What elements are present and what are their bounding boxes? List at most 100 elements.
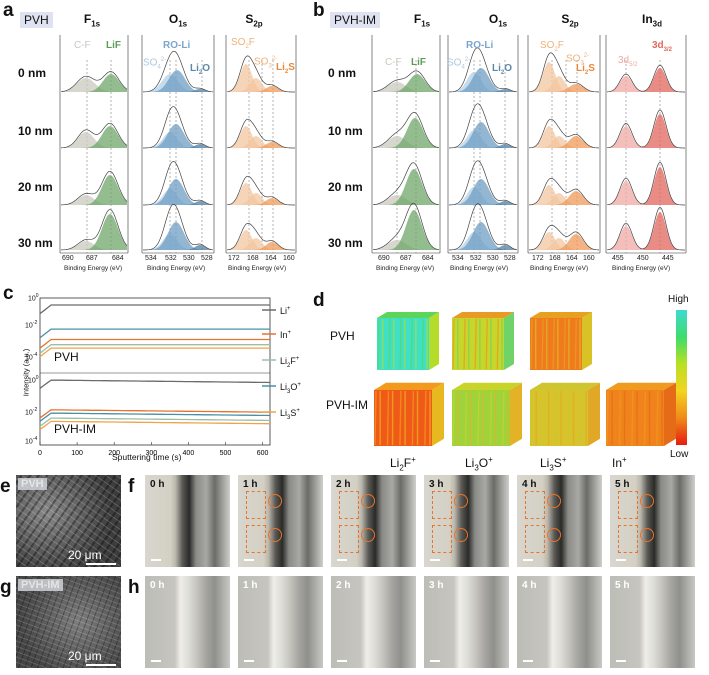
optical-pvh-highlight-box-1-1 [246, 525, 266, 553]
cube-col-li2f: Li2F+ [390, 455, 416, 473]
sample-tag-pvh: PVH [20, 12, 53, 28]
xps-a-peak-2-3-0 [227, 230, 295, 250]
cube-pvhim-0-side [432, 382, 444, 446]
cube-pvhim-1-streak-11 [498, 390, 502, 446]
xps-a-peak-2-0-1 [227, 78, 295, 92]
xps-a-peak-2-3-2 [227, 242, 295, 250]
cube-pvhim-2-streak-3 [542, 390, 546, 446]
xps-b-peak-2-2-0 [529, 185, 599, 205]
tick-s-168-b: 168 [549, 255, 561, 262]
cube-pvh-1-top [452, 312, 514, 318]
xps-b-envelope-3-2 [606, 161, 685, 206]
cube-pvhim-3-streak-5 [628, 390, 631, 446]
xps-b-peak-1-1-2 [449, 144, 517, 148]
legend-li3s: Li3S+ [280, 408, 300, 421]
optical-pvh-scalebar-0 [151, 559, 161, 561]
xps-a-peak-1-3-2 [143, 245, 213, 250]
xps-b-peak-2-1-2 [529, 136, 599, 148]
cube-pvhim-0-streak-2 [383, 390, 387, 446]
cube-pvhim-1-streak-0 [452, 390, 455, 446]
tof-series-1-4 [39, 420, 270, 431]
tof-series-1-1 [39, 409, 271, 419]
species-li2o-b: Li2O [492, 63, 513, 76]
xps-a-envelope-2-3 [226, 222, 295, 251]
xps-a-peak-0-0-1 [61, 74, 127, 92]
xps-b-peak-3-2-0 [607, 181, 685, 205]
cube-pvhim-2-streak-5 [552, 390, 555, 446]
optical-pvh-frame-0 [145, 475, 230, 567]
tick-in-445-b: 445 [662, 255, 674, 262]
cube-pvh-2-streak-0 [530, 318, 533, 370]
cube-pvhim-2-streak-2 [539, 390, 543, 446]
species-cf-b: C-F [385, 57, 402, 68]
cube-pvh-2-streak-6 [552, 318, 555, 370]
xps-b-peak-2-1-0 [529, 126, 599, 148]
cube-pvh-1-side [504, 312, 514, 370]
optical-pvhim-frame-2 [331, 576, 416, 668]
xps-a-peak-0-2-0 [61, 195, 127, 205]
sem-tag-pvh: PVH [18, 478, 47, 490]
cube-pvhim-0-streak-9 [411, 390, 415, 446]
optical-pvh-highlight-circle-5-1 [640, 528, 654, 542]
xps-a-envelope-1-0 [143, 50, 214, 93]
header-s2p-a: S2p [245, 12, 263, 29]
cube-pvh-2-top [530, 312, 592, 318]
xps-a-peak-0-3-1 [61, 214, 127, 250]
xps-a-peak-0-2-1 [61, 175, 127, 205]
optical-pvh-highlight-circle-4-1 [547, 528, 561, 542]
optical-pvhim-time-1: 1 h [243, 580, 258, 591]
cube-pvhim-2-front [530, 390, 588, 446]
species-in32-b: 3d3/2 [652, 40, 673, 53]
optical-pvh-scalebar-2 [337, 559, 347, 561]
cube-pvhim-2-streak-8 [564, 390, 567, 446]
tick-in-450-b: 450 [637, 255, 649, 262]
header-f1s-b: F1s [413, 12, 431, 29]
optical-pvhim-frame-3 [424, 576, 509, 668]
xps-b-peak-1-0-0 [449, 72, 517, 92]
xps-a-envelope-0-3 [61, 209, 128, 251]
xps-b-envelope-0-2 [372, 162, 440, 206]
tof-xtick-2: 200 [108, 450, 120, 457]
xps-b-peak-2-0-2 [529, 84, 599, 92]
species-li2s-a: Li2S [276, 62, 295, 75]
optical-pvh-scalebar-3 [430, 559, 440, 561]
cube-pvhim-3-streak-9 [643, 390, 647, 446]
cube-pvhim-0-streak-11 [420, 390, 424, 446]
cube-pvh-0-streak-2 [385, 318, 389, 370]
optical-pvhim-scalebar-2 [337, 660, 347, 662]
optical-pvhim-scalebar-3 [430, 660, 440, 662]
cube-pvhim-2-top [530, 382, 600, 390]
panel-label-c: c [3, 283, 14, 304]
depth-10-b: 10 nm [328, 124, 363, 138]
xps-b-peak-2-2-2 [529, 191, 599, 205]
cube-pvhim-1-streak-12 [502, 390, 505, 446]
cube-pvh-0-top [377, 312, 439, 318]
panel-label-b: b [313, 0, 325, 21]
colorbar [676, 310, 687, 445]
tick-s-172-b: 172 [532, 255, 544, 262]
optical-pvhim-scalebar-0 [151, 660, 161, 662]
xps-a-peak-2-3-1 [227, 238, 295, 250]
scalebar-e [86, 563, 116, 565]
tick-f-690-a: 690 [62, 255, 74, 262]
optical-pvhim-frame-5 [610, 576, 695, 668]
xlabel-o-a: Binding Energy (eV) [147, 265, 206, 272]
tof-ytick-top-2: 10-2 [25, 320, 38, 330]
tof-3d-cubes [374, 312, 676, 446]
xlabel-f-a: Binding Energy (eV) [64, 265, 123, 272]
xps-b-peak-2-3-2 [529, 234, 599, 250]
xps-b-peak-2-3-1 [529, 238, 599, 250]
sem-tag-pvh-im: PVH-IM [18, 579, 63, 591]
optical-pvh-scalebar-5 [616, 559, 626, 561]
tof-series-0-0 [39, 304, 270, 315]
cube-pvhim-1-front [452, 390, 510, 446]
xlabel-s-a: Binding Energy (eV) [228, 265, 287, 272]
cube-pvh-0-streak-9 [410, 318, 413, 370]
cube-pvhim-3-streak-2 [615, 390, 619, 446]
header-o1s-a: O1s [168, 12, 188, 29]
tick-o-534-b: 534 [452, 255, 464, 262]
species-so2f-a: SO2F [231, 37, 255, 50]
tick-f-690-b: 690 [378, 255, 390, 262]
species-li2s-b: Li2S [576, 63, 595, 76]
tof-ytick-bot-4: 10-4 [25, 436, 38, 446]
